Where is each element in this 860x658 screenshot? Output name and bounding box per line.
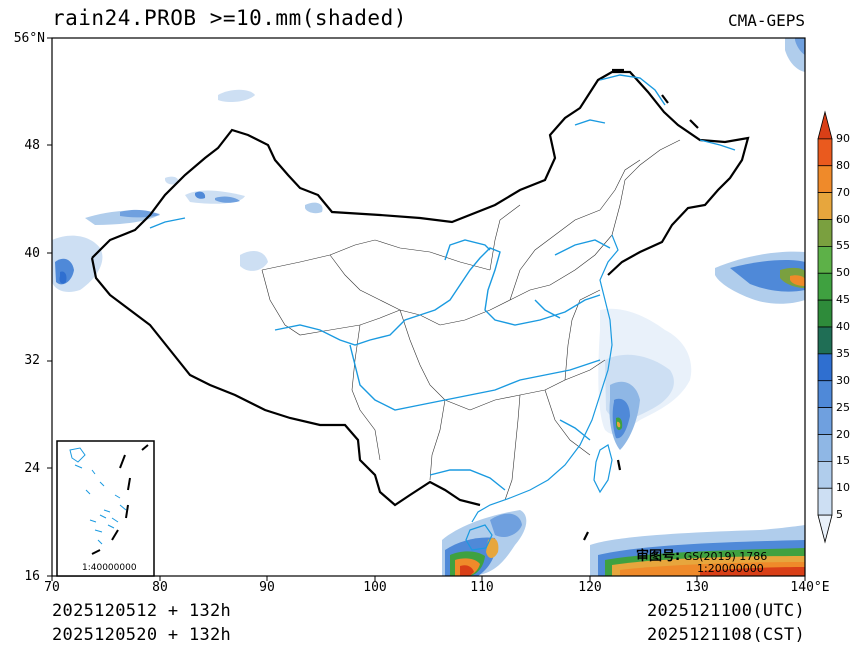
colorbar-level-label: 50 [836, 266, 850, 280]
shade-north-small [165, 176, 179, 185]
colorbar-level-label: 20 [836, 427, 850, 441]
valid-time-utc: 2025121100(UTC) [646, 601, 805, 621]
chart-title: rain24.PROB >=10.mm(shaded) [52, 6, 407, 30]
colorbar-bin [817, 434, 833, 462]
colorbar-level-label: 40 [836, 320, 850, 333]
colorbar-bin [817, 165, 833, 194]
shade-philippine-sea-red [700, 567, 805, 576]
shade-scs-east-core [486, 538, 499, 558]
map-frame [51, 37, 806, 577]
main-scale: 1:20000000 [697, 562, 764, 575]
colorbar-level-label: 55 [836, 239, 850, 253]
colorbar-level-label: 30 [836, 373, 850, 387]
shade-taiwan-strait-max [617, 421, 621, 428]
init-time-1: 2025120512 + 132h [52, 601, 232, 621]
colorbar-bin [817, 192, 833, 220]
lon-label-70: 70 [44, 580, 60, 595]
map-approval: 审图号: GS(2019) 1786 [636, 545, 767, 564]
colorbar-level-label: 5 [836, 508, 843, 522]
colorbar-bin [817, 138, 833, 167]
colorbar-level-label: 25 [836, 400, 850, 414]
colorbar-level-label: 70 [836, 185, 850, 199]
shade-north-blob [218, 89, 255, 103]
lat-label-32: 32 [24, 353, 40, 368]
shade-altai-core [195, 191, 206, 199]
shade-junggar [240, 250, 268, 271]
approval-code: GS(2019) 1786 [683, 550, 768, 563]
maritime-dashes [583, 68, 699, 541]
shade-xinjiang-west-peak [59, 271, 67, 284]
shade-scs-red [460, 565, 474, 576]
colorbar-level-label: 80 [836, 158, 850, 172]
shade-scs-east [490, 513, 522, 537]
lat-label-24: 24 [24, 461, 40, 476]
coastline [471, 234, 619, 523]
colorbar-bin [817, 407, 833, 435]
colorbar-level-label: 90 [836, 131, 850, 145]
shade-east-band-peak [790, 275, 805, 286]
colorbar-level-label: 15 [836, 454, 850, 468]
colorbar-bin [817, 487, 833, 516]
colorbar-bin [817, 245, 833, 274]
lat-ticks [47, 37, 52, 577]
colorbar [817, 110, 833, 544]
colorbar-bin [817, 326, 833, 355]
shade-mongolia [305, 202, 323, 214]
shading-layer [52, 38, 805, 576]
shade-altai-east [215, 196, 240, 203]
colorbar-bin [817, 460, 833, 489]
colorbar-bin [817, 272, 833, 301]
shade-ne-corner-core [795, 38, 805, 55]
colorbar-bin [817, 380, 833, 409]
lat-label-40: 40 [24, 246, 40, 261]
colorbar-level-label: 35 [836, 346, 850, 360]
lon-label-80: 80 [152, 580, 168, 595]
rivers [149, 74, 736, 491]
valid-time-cst: 2025121108(CST) [646, 625, 805, 645]
colorbar-bin [817, 353, 833, 382]
colorbar-bin [817, 219, 833, 247]
lon-label-140: 140°E [790, 580, 830, 595]
china-border-sw [90, 257, 481, 507]
init-time-2: 2025120520 + 132h [52, 625, 232, 645]
lon-label-90: 90 [259, 580, 275, 595]
approval-label: 审图号: [636, 549, 681, 564]
colorbar-level-label: 45 [836, 293, 850, 307]
model-source: CMA-GEPS [727, 11, 805, 30]
lon-label-110: 110 [470, 580, 494, 595]
shade-east-band-mid [730, 260, 805, 292]
inset-scale: 1:40000000 [82, 563, 137, 573]
lon-ticks [51, 576, 806, 581]
lon-label-120: 120 [578, 580, 602, 595]
scs-inset [56, 440, 155, 577]
colorbar-bin [817, 514, 833, 544]
hainan-outline [465, 524, 493, 551]
lon-label-100: 100 [363, 580, 387, 595]
taiwan-outline [593, 444, 613, 494]
colorbar-bin [817, 299, 833, 328]
colorbar-level-label: 60 [836, 212, 850, 226]
colorbar-level-label: 10 [836, 481, 850, 495]
lat-label-48: 48 [24, 138, 40, 153]
colorbar-bin [817, 110, 833, 140]
lat-label-16: 16 [24, 569, 40, 584]
lon-label-130: 130 [685, 580, 709, 595]
lat-label-56: 56°N [13, 31, 45, 46]
china-border [91, 70, 750, 276]
